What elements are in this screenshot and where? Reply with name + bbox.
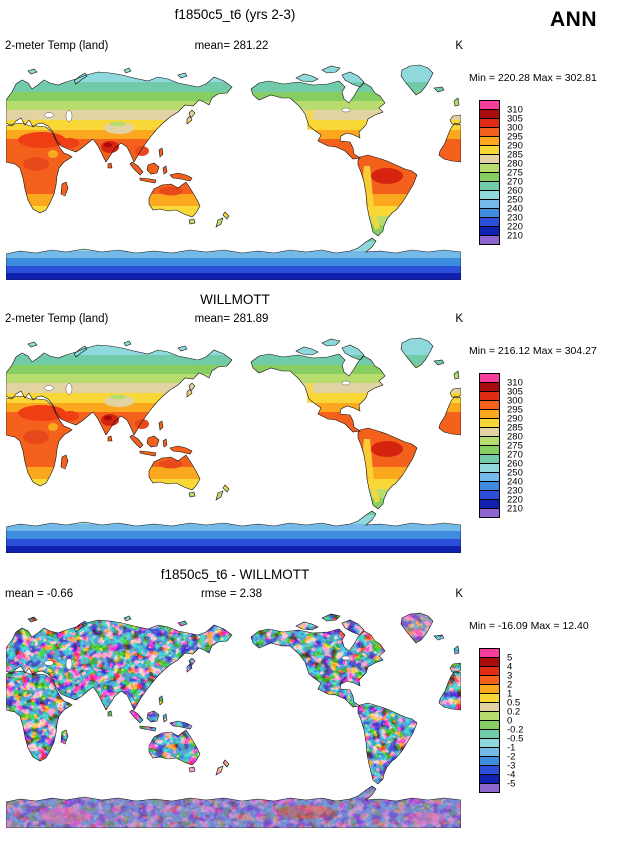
colorbar-willmott: 310 305 300 295 290 285 280 275 270 260 250 240 230 2… <box>479 373 569 545</box>
colorbar-tick-label: 0.5 <box>507 697 521 709</box>
colorbar-tick-label: 1 <box>507 688 513 700</box>
panel-difference-legend: Min = -16.09 Max = 12.40 5 4 3 2 1 0.5 0.2 0 -0.… <box>461 606 621 820</box>
colorbar-tick-label: 290 <box>507 413 523 425</box>
colorbar-swatch <box>479 235 500 245</box>
colorbar-tick-label: 250 <box>507 467 523 479</box>
variable-label: 2-meter Temp (land) <box>5 40 109 52</box>
difference-map <box>6 606 461 828</box>
panel-willmott-header: 2-meter Temp (land) mean= 281.89 K <box>0 312 463 331</box>
colorbar-tick-label: 220 <box>507 221 523 233</box>
colorbar-tick-label: 210 <box>507 503 523 515</box>
panel-model: 2-meter Temp (land) mean= 281.22 K Min =… <box>0 39 621 280</box>
colorbar-tick-label: 285 <box>507 149 523 161</box>
colorbar-tick-label: 285 <box>507 422 523 434</box>
mean-label: mean= 281.89 <box>194 313 269 325</box>
colorbar-tick-label: 295 <box>507 404 523 416</box>
panel-willmott-title: WILLMOTT <box>200 292 270 307</box>
panel-model-legend: Min = 220.28 Max = 302.81 310 305 300 295 29… <box>461 58 621 272</box>
figure-header: f1850c5_t6 (yrs 2-3) ANN <box>0 0 621 39</box>
colorbar-tick-label: 4 <box>507 661 513 673</box>
colorbar-swatch <box>479 508 500 518</box>
colorbar-tick-label: -2 <box>507 751 516 763</box>
colorbar-tick-label: 310 <box>507 377 523 389</box>
colorbar-tick-label: -5 <box>507 778 516 790</box>
temperature-map-model <box>6 58 461 280</box>
minmax-stats: Min = -16.09 Max = 12.40 <box>469 620 589 632</box>
colorbar-tick-label: 3 <box>507 670 513 682</box>
panel-model-header: 2-meter Temp (land) mean= 281.22 K <box>0 39 463 58</box>
difference-map-svg <box>6 612 461 828</box>
colorbar-difference: 5 4 3 2 1 0.5 0.2 0 -0.2 -0.5 -1 -2 -3 -4 -5 <box>479 648 569 820</box>
units-label: K <box>455 313 463 325</box>
mean-label: mean = -0.66 <box>5 588 74 600</box>
colorbar-tick-label: 310 <box>507 104 523 116</box>
colorbar-swatch <box>479 783 500 793</box>
mean-label: mean= 281.22 <box>194 40 269 52</box>
world-map-willmott-svg <box>6 337 461 553</box>
colorbar-tick-label: -3 <box>507 760 516 772</box>
colorbar-tick-label: 220 <box>507 494 523 506</box>
panel-difference-title: f1850c5_t6 - WILLMOTT <box>160 567 310 582</box>
panel-willmott: WILLMOTT 2-meter Temp (land) mean= 281.8… <box>0 292 621 553</box>
colorbar-tick-label: 300 <box>507 122 523 134</box>
colorbar-tick-label: 210 <box>507 230 523 242</box>
colorbar-tick-label: 300 <box>507 395 523 407</box>
colorbar-tick-label: 0 <box>507 715 513 727</box>
colorbar-tick-label: -0.5 <box>507 733 524 745</box>
temperature-map-willmott <box>6 331 461 553</box>
units-label: K <box>455 40 463 52</box>
panel-willmott-legend: Min = 216.12 Max = 304.27 310 305 300 295 29… <box>461 331 621 545</box>
colorbar-tick-label: 305 <box>507 386 523 398</box>
season-label: ANN <box>550 8 597 31</box>
panel-difference: f1850c5_t6 - WILLMOTT mean = -0.66 rmse … <box>0 567 621 828</box>
colorbar-tick-label: 280 <box>507 158 523 170</box>
colorbar-tick-label: 305 <box>507 113 523 125</box>
colorbar-model: 310 305 300 295 290 285 280 275 270 260 250 240 230 2… <box>479 100 569 272</box>
colorbar-tick-label: 280 <box>507 431 523 443</box>
colorbar-tick-label: 250 <box>507 194 523 206</box>
colorbar-tick-label: 260 <box>507 185 523 197</box>
colorbar-tick-label: 240 <box>507 203 523 215</box>
colorbar-tick-label: 240 <box>507 476 523 488</box>
minmax-stats: Min = 216.12 Max = 304.27 <box>469 345 597 357</box>
units-label: K <box>455 588 463 600</box>
colorbar-tick-label: 295 <box>507 131 523 143</box>
panel-difference-header: mean = -0.66 rmse = 2.38 K <box>0 587 463 606</box>
colorbar-tick-label: 270 <box>507 449 523 461</box>
colorbar-tick-label: 260 <box>507 458 523 470</box>
minmax-stats: Min = 220.28 Max = 302.81 <box>469 72 597 84</box>
colorbar-tick-label: 270 <box>507 176 523 188</box>
variable-label: 2-meter Temp (land) <box>5 313 109 325</box>
page-title: f1850c5_t6 (yrs 2-3) <box>174 7 296 22</box>
colorbar-tick-label: 290 <box>507 140 523 152</box>
colorbar-tick-label: -0.2 <box>507 724 524 736</box>
colorbar-tick-label: -1 <box>507 742 516 754</box>
world-map-model-svg <box>6 64 461 280</box>
colorbar-tick-label: 2 <box>507 679 513 691</box>
colorbar-tick-label: 230 <box>507 212 523 224</box>
colorbar-tick-label: 275 <box>507 440 523 452</box>
colorbar-tick-label: -4 <box>507 769 516 781</box>
colorbar-tick-label: 275 <box>507 167 523 179</box>
colorbar-tick-label: 230 <box>507 485 523 497</box>
rmse-label: rmse = 2.38 <box>200 588 263 600</box>
colorbar-tick-label: 5 <box>507 652 513 664</box>
colorbar-tick-label: 0.2 <box>507 706 521 718</box>
